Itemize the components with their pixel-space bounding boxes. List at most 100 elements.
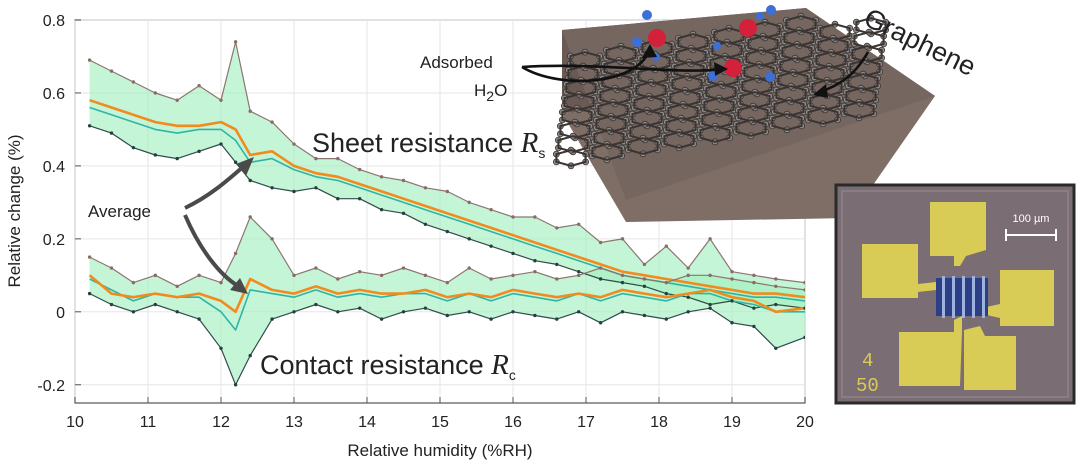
adsorbed-arrowhead-1 [642,44,657,58]
contact-lower-point [175,310,179,314]
annotation-arrows [183,44,870,294]
data-markers [87,40,805,387]
sheet-lower-point [467,237,471,241]
x-tick-label: 20 [796,414,814,431]
contact-pads [862,202,1054,390]
sheet-upper-point [489,207,493,212]
contact-upper-point [467,266,471,270]
average-arrowhead-contact [230,278,248,294]
oxygen-atom [724,59,742,77]
sheet-upper-point [233,40,238,44]
contact-lower-point [87,291,92,296]
hexagon-ring [627,137,659,155]
sheet-upper-point [533,215,537,219]
sheet-lower-point [248,178,252,183]
contact-pad-bottom-left [899,316,962,386]
sheet-lower-point [642,284,647,288]
sheet-lower-point [401,211,406,216]
contact-lower-point [153,302,157,307]
hexagon-ring [663,131,695,149]
y-tick-label: 0.2 [43,232,65,249]
contact-lower-point [774,346,778,350]
contact-lower-point [752,324,756,329]
channel-electrodes [942,276,985,318]
hydrogen-atom [632,37,642,47]
contact-upper-point [774,284,778,288]
contact-lower-point [511,310,515,314]
sheet-resistance-average-line [89,98,805,299]
contact-lower-point [598,321,603,325]
sheet-lower-point [730,299,734,303]
sheet-lower-point [197,149,201,154]
sheet-lower-point [233,160,238,164]
contact-upper-point [379,273,384,278]
series-layer [87,40,805,387]
contact-resistance-label: Contact resistance Rc [260,349,516,383]
hydrogen-atom [756,12,764,20]
contact-upper-point [401,266,406,270]
water-molecules [632,5,776,82]
hexagon-ring [735,119,767,137]
contact-lower-point [131,310,136,314]
sheet-upper-point [467,200,471,205]
sheet-resistance-sample-line [89,106,805,302]
contact-lower-point [708,306,712,310]
graphene-arrowhead [813,84,828,98]
sheet-upper-point [445,189,449,194]
electrode-finger [972,276,975,318]
electrode-finger [952,276,955,318]
contact-upper-point [752,280,756,285]
adsorbed-label: Adsorbed [420,53,493,72]
sheet-lower-point [131,145,136,150]
x-tick-label: 11 [140,414,157,431]
sheet-lower-point [175,156,179,161]
contact-pad-right [982,270,1054,326]
y-tick-labels: 0.8 0.6 0.4 0.2 0 -0.2 [37,13,65,395]
scale-bar-label: 100 µm [1013,213,1050,225]
contact-lower-point [401,310,406,314]
sheet-upper-point [423,186,428,190]
electrode-finger [942,276,945,318]
sheet-lower-point [598,277,603,281]
sheet-lower-point [358,197,362,201]
hexagon-ring [591,143,623,161]
contact-upper-point [233,251,238,256]
sheet-lower-point [774,302,778,307]
contact-upper-point [175,284,179,288]
contact-lower-point [803,335,805,340]
contact-resistance-sample-line [89,278,805,331]
hydrogen-atom [766,5,776,15]
contact-lower-point [197,317,201,321]
sheet-upper-point [774,277,778,281]
contact-resistance-lower-line [89,293,805,386]
sheet-upper-point [270,120,274,124]
contact-lower-point [664,317,668,321]
x-tick-label: 14 [358,414,376,431]
device-id-top: 4 [862,350,873,372]
contact-lower-point [292,310,296,314]
contact-lower-point [109,302,114,307]
sheet-lower-point [219,142,223,146]
sheet-lower-point [511,251,515,256]
sheet-upper-point [730,269,734,274]
adsorbed-arrowhead-2 [714,62,728,76]
y-tick-label: -0.2 [37,378,65,395]
sheet-lower-point [153,153,157,157]
y-tick-label: 0 [56,305,65,322]
contact-lower-point [314,302,318,307]
sheet-lower-point [87,124,92,128]
sheet-lower-point [489,244,493,248]
contact-upper-point [314,266,318,270]
contact-upper-point [423,273,428,278]
sheet-upper-point [314,156,318,161]
sheet-upper-point [664,244,668,248]
hexagon-ring [555,149,587,167]
adsorbed-arrow-1 [521,47,652,83]
sheet-upper-point [153,91,157,95]
sheet-upper-point [708,237,712,241]
sheet-upper-point [248,109,252,113]
contact-upper-point [131,280,136,285]
oxygen-atom [739,19,757,37]
contact-upper-point [555,277,559,281]
contact-upper-point [87,255,92,259]
